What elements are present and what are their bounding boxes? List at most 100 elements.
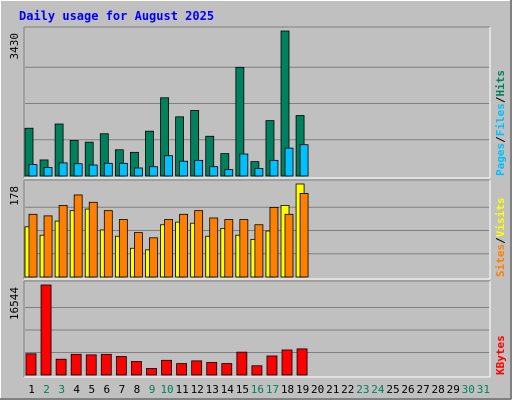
- x-label-day-22: 22: [341, 383, 354, 396]
- x-label-day-29: 29: [447, 383, 460, 396]
- bar-files-day-12: [194, 159, 204, 177]
- bar-sites-day-4: [73, 194, 83, 278]
- x-label-day-12: 12: [191, 383, 204, 396]
- panel-hits-files-pages-plot-area: [24, 27, 490, 178]
- bar-files-day-2: [43, 167, 53, 177]
- bar-kbytes-day-8: [131, 360, 142, 376]
- bar-kbytes-day-2: [40, 284, 52, 376]
- bar-kbytes-day-12: [191, 360, 203, 376]
- bar-sites-day-8: [134, 232, 143, 278]
- panel-kbytes: 16544 KBytes: [8, 280, 507, 378]
- x-label-day-27: 27: [416, 383, 429, 396]
- legend-sites: Sites: [494, 244, 507, 277]
- bar-sites-day-5: [88, 201, 98, 278]
- bar-files-day-3: [58, 162, 68, 177]
- bar-sites-day-15: [239, 219, 249, 278]
- bar-kbytes-day-13: [206, 362, 218, 376]
- x-label-day-23: 23: [356, 383, 369, 396]
- x-label-day-26: 26: [401, 383, 414, 396]
- label-separator: /: [494, 136, 507, 143]
- bar-kbytes-day-3: [55, 358, 67, 376]
- bar-files-day-9: [149, 166, 158, 177]
- x-label-day-25: 25: [386, 383, 399, 396]
- bar-files-day-18: [284, 147, 294, 177]
- x-label-day-24: 24: [371, 383, 385, 396]
- bar-sites-day-14: [224, 219, 234, 278]
- bar-sites-day-18: [284, 213, 294, 278]
- x-label-day-7: 7: [119, 383, 126, 396]
- bar-sites-day-6: [103, 210, 113, 278]
- y-max-label: 3430: [8, 33, 21, 60]
- x-label-day-20: 20: [311, 383, 324, 396]
- bar-kbytes-day-14: [221, 363, 233, 376]
- x-label-day-3: 3: [58, 383, 65, 396]
- x-label-day-15: 15: [236, 383, 249, 396]
- x-label-day-1: 1: [28, 383, 35, 396]
- x-axis-labels: 1 2 3 4 5 6 7 8 9 10 11 12 13 14 15 16 17 18 19 20 21 22 23 24 2…: [28, 383, 490, 396]
- bar-kbytes-day-5: [85, 354, 97, 376]
- right-axis-label: Sites/Visits: [494, 198, 507, 278]
- bar-files-day-14: [224, 169, 234, 177]
- x-label-day-31: 31: [477, 383, 490, 396]
- legend-pages: Pages: [494, 143, 507, 176]
- bar-files-day-17: [269, 159, 279, 177]
- bar-kbytes-day-6: [100, 353, 112, 376]
- label-separator: /: [494, 96, 507, 103]
- bar-sites-day-19: [299, 193, 309, 278]
- bar-files-day-4: [73, 163, 83, 177]
- bar-kbytes-day-7: [115, 356, 127, 376]
- chart-panels: 3430Pages/Files/Hits178Sites/Visits16544…: [8, 26, 507, 378]
- bar-kbytes-day-9: [146, 368, 157, 376]
- bar-files-day-15: [239, 153, 249, 177]
- bar-sites-day-3: [58, 205, 68, 278]
- legend-visits: Visits: [494, 198, 507, 238]
- bar-files-day-19: [299, 144, 309, 177]
- chart-title: Daily usage for August 2025: [19, 9, 214, 23]
- x-label-day-4: 4: [73, 383, 80, 396]
- x-label-day-16: 16: [251, 383, 264, 396]
- x-label-day-13: 13: [206, 383, 219, 396]
- x-label-day-21: 21: [326, 383, 339, 396]
- bar-sites-day-10: [164, 219, 173, 278]
- bar-kbytes-day-11: [176, 363, 188, 376]
- bar-sites-day-7: [118, 219, 128, 278]
- bar-files-day-16: [254, 167, 264, 177]
- bar-sites-day-2: [43, 215, 53, 278]
- bar-sites-day-1: [28, 213, 38, 278]
- bar-kbytes-day-1: [25, 353, 37, 376]
- bar-files-day-1: [28, 164, 38, 177]
- x-label-day-14: 14: [221, 383, 235, 396]
- x-label-day-9: 9: [149, 383, 156, 396]
- legend-hits: Hits: [494, 70, 507, 97]
- bar-files-day-10: [164, 155, 173, 177]
- x-label-day-2: 2: [43, 383, 50, 396]
- bar-kbytes-day-10: [161, 359, 172, 376]
- x-label-day-11: 11: [176, 383, 189, 396]
- bar-files-day-11: [179, 160, 189, 177]
- x-label-day-17: 17: [266, 383, 279, 396]
- bar-sites-day-9: [149, 237, 158, 278]
- bar-kbytes-day-18: [281, 349, 293, 376]
- label-separator: /: [494, 237, 507, 244]
- bar-kbytes-day-19: [296, 348, 308, 376]
- bar-sites-day-13: [209, 217, 219, 278]
- right-axis-label: Pages/Files/Hits: [494, 70, 507, 176]
- bar-sites-day-11: [179, 213, 189, 278]
- y-max-label: 16544: [8, 287, 21, 320]
- bar-files-day-13: [209, 166, 219, 177]
- legend-files: Files: [494, 103, 507, 136]
- bar-sites-day-12: [194, 210, 204, 278]
- panel-visits-sites: 178 Sites/Visits: [8, 179, 507, 280]
- x-label-day-10: 10: [160, 383, 173, 396]
- x-label-day-19: 19: [296, 383, 309, 396]
- bar-sites-day-17: [269, 207, 279, 278]
- bar-kbytes-day-16: [251, 365, 263, 376]
- x-label-day-6: 6: [104, 383, 111, 396]
- bar-files-day-8: [134, 167, 143, 177]
- x-label-day-18: 18: [281, 383, 294, 396]
- bar-files-day-5: [88, 164, 98, 177]
- bar-kbytes-day-15: [236, 351, 248, 376]
